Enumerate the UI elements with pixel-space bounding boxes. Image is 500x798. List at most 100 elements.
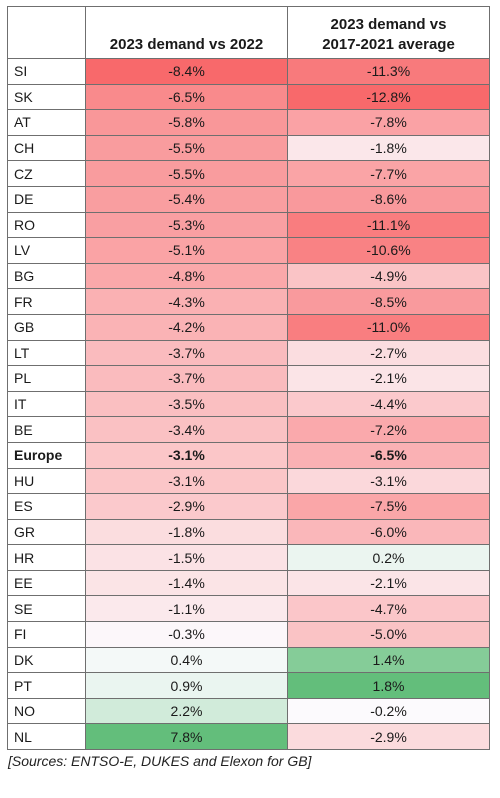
- value-vs-average-cell: -8.6%: [287, 185, 490, 213]
- value-vs-2022-cell: -5.5%: [85, 160, 288, 187]
- table-row: DE -5.4% -8.6%: [7, 185, 490, 213]
- value-vs-average-cell: -2.7%: [287, 339, 490, 367]
- value-vs-2022-cell: -4.3%: [85, 288, 288, 315]
- country-cell: DK: [7, 646, 86, 674]
- value-vs-2022-cell: -6.5%: [85, 83, 288, 111]
- table-row: PT 0.9% 1.8%: [7, 672, 490, 699]
- country-cell: SE: [7, 595, 86, 623]
- country-cell: RO: [7, 211, 86, 239]
- value-vs-average-cell: -11.1%: [287, 211, 490, 239]
- table-row: SK -6.5% -12.8%: [7, 83, 490, 111]
- value-vs-2022-cell: -0.3%: [85, 621, 288, 648]
- value-vs-2022-cell: -1.4%: [85, 569, 288, 597]
- value-vs-2022-cell: -1.8%: [85, 518, 288, 546]
- value-vs-average-cell: -7.5%: [287, 493, 490, 520]
- value-vs-average-cell: -2.1%: [287, 365, 490, 392]
- table-row: FR -4.3% -8.5%: [7, 288, 490, 315]
- table-row: BE -3.4% -7.2%: [7, 416, 490, 443]
- table-row: AT -5.8% -7.8%: [7, 109, 490, 136]
- value-vs-2022-cell: -8.4%: [85, 58, 288, 85]
- value-vs-average-cell: -2.9%: [287, 723, 490, 751]
- country-cell: HR: [7, 544, 86, 571]
- value-vs-2022-cell: -3.1%: [85, 441, 288, 469]
- table-row: NO 2.2% -0.2%: [7, 697, 490, 725]
- country-cell: LV: [7, 237, 86, 264]
- table-row: ES -2.9% -7.5%: [7, 493, 490, 520]
- value-vs-average-cell: -3.1%: [287, 467, 490, 495]
- country-cell: DE: [7, 185, 86, 213]
- value-vs-average-cell: -1.8%: [287, 134, 490, 162]
- value-vs-average-cell: -5.0%: [287, 621, 490, 648]
- country-cell: FR: [7, 288, 86, 315]
- country-cell: AT: [7, 109, 86, 136]
- value-vs-average-cell: -4.9%: [287, 262, 490, 290]
- value-vs-average-cell: -7.8%: [287, 109, 490, 136]
- table-row: SI -8.4% -11.3%: [7, 58, 490, 85]
- table-row: Europe -3.1% -6.5%: [7, 441, 490, 469]
- value-vs-2022-cell: 0.4%: [85, 646, 288, 674]
- country-cell: IT: [7, 390, 86, 418]
- country-cell: NL: [7, 723, 86, 751]
- table-row: LT -3.7% -2.7%: [7, 339, 490, 367]
- table-row: EE -1.4% -2.1%: [7, 569, 490, 597]
- table-row: GR -1.8% -6.0%: [7, 518, 490, 546]
- value-vs-average-cell: -7.2%: [287, 416, 490, 443]
- country-cell: Europe: [7, 441, 86, 469]
- value-vs-2022-cell: -4.2%: [85, 313, 288, 341]
- header-vs-average: 2023 demand vs 2017-2021 average: [287, 6, 490, 59]
- value-vs-average-cell: -11.0%: [287, 313, 490, 341]
- demand-table-container: 2023 demand vs 2022 2023 demand vs 2017-…: [7, 6, 490, 751]
- country-cell: PT: [7, 672, 86, 699]
- country-cell: HU: [7, 467, 86, 495]
- value-vs-2022-cell: -1.5%: [85, 544, 288, 571]
- value-vs-average-cell: -0.2%: [287, 697, 490, 725]
- country-cell: ES: [7, 493, 86, 520]
- header-row: 2023 demand vs 2022 2023 demand vs 2017-…: [7, 6, 490, 59]
- country-cell: BE: [7, 416, 86, 443]
- value-vs-average-cell: -12.8%: [287, 83, 490, 111]
- table-row: BG -4.8% -4.9%: [7, 262, 490, 290]
- value-vs-2022-cell: -3.7%: [85, 365, 288, 392]
- country-cell: FI: [7, 621, 86, 648]
- value-vs-2022-cell: -3.7%: [85, 339, 288, 367]
- value-vs-2022-cell: -2.9%: [85, 493, 288, 520]
- table-body: SI -8.4% -11.3% SK -6.5% -12.8% AT -5.8% -7.8% CH…: [7, 58, 490, 751]
- header-country: [7, 6, 86, 59]
- country-cell: GR: [7, 518, 86, 546]
- table-row: RO -5.3% -11.1%: [7, 211, 490, 239]
- value-vs-average-cell: 1.8%: [287, 672, 490, 699]
- value-vs-2022-cell: -1.1%: [85, 595, 288, 623]
- table-row: PL -3.7% -2.1%: [7, 365, 490, 392]
- value-vs-average-cell: -11.3%: [287, 58, 490, 85]
- value-vs-2022-cell: 0.9%: [85, 672, 288, 699]
- value-vs-average-cell: -7.7%: [287, 160, 490, 187]
- demand-table: 2023 demand vs 2022 2023 demand vs 2017-…: [7, 6, 490, 751]
- value-vs-2022-cell: 7.8%: [85, 723, 288, 751]
- country-cell: BG: [7, 262, 86, 290]
- value-vs-average-cell: -6.5%: [287, 441, 490, 469]
- table-row: CZ -5.5% -7.7%: [7, 160, 490, 187]
- value-vs-average-cell: -10.6%: [287, 237, 490, 264]
- country-cell: NO: [7, 697, 86, 725]
- value-vs-2022-cell: -4.8%: [85, 262, 288, 290]
- country-cell: SK: [7, 83, 86, 111]
- table-row: HR -1.5% 0.2%: [7, 544, 490, 571]
- table-row: HU -3.1% -3.1%: [7, 467, 490, 495]
- table-row: CH -5.5% -1.8%: [7, 134, 490, 162]
- table-row: DK 0.4% 1.4%: [7, 646, 490, 674]
- value-vs-average-cell: -4.7%: [287, 595, 490, 623]
- value-vs-average-cell: -2.1%: [287, 569, 490, 597]
- country-cell: SI: [7, 58, 86, 85]
- country-cell: LT: [7, 339, 86, 367]
- value-vs-2022-cell: -3.4%: [85, 416, 288, 443]
- value-vs-2022-cell: -5.4%: [85, 185, 288, 213]
- value-vs-average-cell: -8.5%: [287, 288, 490, 315]
- value-vs-2022-cell: -5.1%: [85, 237, 288, 264]
- value-vs-average-cell: -6.0%: [287, 518, 490, 546]
- header-vs-2022: 2023 demand vs 2022: [85, 6, 288, 59]
- table-row: SE -1.1% -4.7%: [7, 595, 490, 623]
- value-vs-average-cell: 0.2%: [287, 544, 490, 571]
- source-note: [Sources: ENTSO-E, DUKES and Elexon for …: [8, 753, 312, 769]
- value-vs-2022-cell: -5.8%: [85, 109, 288, 136]
- country-cell: GB: [7, 313, 86, 341]
